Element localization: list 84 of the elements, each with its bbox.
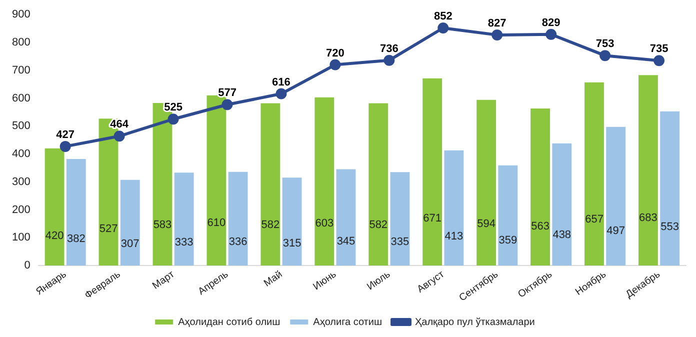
y-tick-label: 600 bbox=[12, 92, 30, 104]
y-tick-label: 400 bbox=[12, 148, 30, 160]
legend-label: Аҳолига сотиш bbox=[313, 316, 382, 328]
bar bbox=[120, 180, 140, 266]
data-label: 577 bbox=[218, 87, 236, 100]
bar bbox=[476, 100, 496, 266]
bar bbox=[368, 103, 388, 266]
bar bbox=[390, 172, 410, 266]
bar bbox=[638, 75, 658, 266]
point bbox=[654, 55, 665, 66]
x-tick-label: Июль bbox=[365, 269, 392, 293]
data-label: 582 bbox=[261, 218, 280, 231]
bar bbox=[66, 158, 86, 266]
data-label: 427 bbox=[56, 128, 75, 141]
data-label: 852 bbox=[434, 10, 452, 23]
data-label: 583 bbox=[153, 218, 172, 231]
point bbox=[168, 114, 179, 125]
point bbox=[384, 54, 395, 66]
point bbox=[222, 99, 233, 110]
bar bbox=[228, 172, 248, 266]
data-label: 335 bbox=[390, 236, 410, 248]
bar bbox=[206, 95, 226, 266]
bar bbox=[174, 172, 194, 266]
data-label: 420 bbox=[45, 230, 64, 242]
y-tick-label: 200 bbox=[12, 204, 30, 216]
x-tick-label: Май bbox=[262, 269, 285, 290]
bar bbox=[552, 143, 572, 266]
bar bbox=[282, 178, 302, 266]
data-label: 736 bbox=[380, 42, 398, 55]
y-tick-label: 700 bbox=[12, 64, 30, 76]
bar bbox=[422, 78, 442, 266]
data-label: 753 bbox=[596, 38, 614, 50]
y-tick-label: 500 bbox=[12, 120, 30, 132]
point bbox=[276, 88, 287, 100]
legend-label: Ҳалқаро пул ўтказмалари bbox=[414, 316, 535, 328]
data-label: 382 bbox=[66, 232, 86, 245]
point bbox=[438, 22, 449, 34]
y-tick-label: 0 bbox=[24, 260, 30, 272]
data-label: 563 bbox=[531, 220, 550, 232]
bar bbox=[606, 126, 626, 266]
data-label: 827 bbox=[488, 17, 506, 30]
point bbox=[600, 50, 611, 62]
data-label: 413 bbox=[444, 230, 464, 243]
bar bbox=[444, 150, 464, 266]
bar bbox=[530, 108, 550, 266]
data-label: 616 bbox=[272, 76, 290, 88]
data-label: 594 bbox=[477, 218, 496, 230]
data-label: 497 bbox=[606, 224, 626, 237]
bar bbox=[44, 148, 64, 266]
data-label: 336 bbox=[228, 236, 248, 248]
data-label: 438 bbox=[552, 228, 572, 241]
y-tick-label: 300 bbox=[12, 176, 30, 188]
bar bbox=[660, 111, 680, 266]
point bbox=[114, 130, 125, 142]
bar bbox=[260, 103, 280, 266]
data-label: 345 bbox=[336, 235, 356, 248]
data-label: 527 bbox=[99, 222, 118, 235]
data-label: 333 bbox=[174, 236, 194, 248]
data-label: 582 bbox=[369, 218, 388, 231]
data-label: 359 bbox=[498, 234, 518, 246]
point bbox=[330, 59, 341, 70]
data-label: 307 bbox=[120, 238, 140, 250]
data-label: 829 bbox=[542, 16, 560, 29]
y-tick-label: 100 bbox=[12, 232, 30, 244]
data-label: 683 bbox=[639, 212, 658, 224]
point bbox=[492, 29, 503, 40]
point bbox=[546, 28, 557, 40]
y-tick-label: 900 bbox=[12, 8, 30, 21]
bar bbox=[498, 165, 518, 266]
data-label: 671 bbox=[423, 212, 442, 225]
data-label: 720 bbox=[326, 47, 344, 60]
point bbox=[60, 140, 71, 152]
bar bbox=[336, 169, 356, 266]
bar bbox=[584, 82, 604, 266]
bar bbox=[314, 97, 334, 266]
x-tick-label: Июнь bbox=[311, 269, 338, 293]
data-label: 735 bbox=[650, 43, 668, 56]
data-label: 553 bbox=[660, 220, 679, 233]
y-tick-label: 800 bbox=[12, 36, 30, 49]
data-label: 657 bbox=[585, 214, 604, 226]
legend-label: Аҳолидан сотиб олиш bbox=[178, 316, 280, 328]
data-label: 603 bbox=[315, 217, 334, 230]
data-label: 315 bbox=[282, 238, 302, 250]
data-label: 610 bbox=[207, 216, 226, 229]
